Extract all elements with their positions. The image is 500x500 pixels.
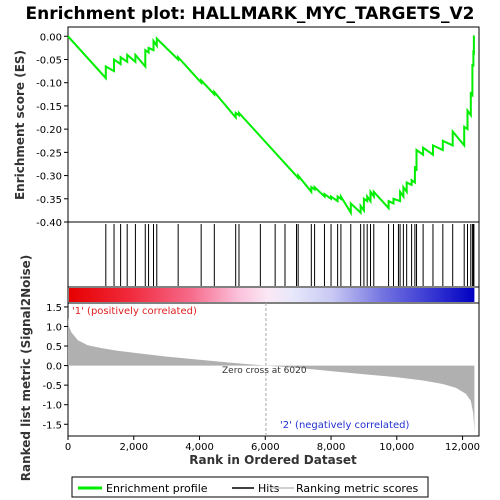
es-y-tick-label: 0.00 (40, 32, 62, 43)
x-tick-label: 6,000 (251, 442, 280, 453)
es-y-tick-label: -0.40 (36, 218, 62, 229)
es-y-tick-label: -0.15 (36, 102, 62, 113)
positive-correlation-label: '1' (positively correlated) (72, 306, 197, 317)
hits-plot-area (67, 221, 480, 288)
x-tick-label: 8,000 (317, 442, 346, 453)
metric-y-tick-label: -0.5 (42, 381, 62, 392)
legend: Enrichment profile Hits Ranking metric s… (71, 476, 429, 498)
es-y-tick-label: -0.25 (36, 148, 62, 159)
plot-title: Enrichment plot: HALLMARK_MYC_TARGETS_V2 (26, 4, 475, 24)
metric-axis-title: Ranked list metric (Signal2Noise) (19, 255, 33, 482)
negative-correlation-label: '2' (negatively correlated) (280, 420, 409, 431)
enrichment-panel: 0.00 -0.05 -0.10 -0.15 -0.20 -0.25 -0.30 -0.35 -… (13, 26, 480, 229)
legend-box (71, 476, 429, 498)
enrichment-profile-line (67, 35, 475, 217)
metric-y-tick-label: 1.5 (46, 303, 62, 314)
color-bar-gradient (69, 288, 475, 302)
zero-cross-label: Zero cross at 6020 (222, 366, 307, 376)
metric-y-tick-label: 1.0 (46, 322, 62, 333)
enrichment-plot-area (67, 26, 480, 223)
metric-y-tick-label: -1.0 (42, 401, 62, 412)
x-tick-label: 12,000 (445, 442, 480, 453)
legend-enrichment-label: Enrichment profile (106, 482, 208, 495)
hit-lines (105, 224, 475, 286)
metric-y-tick-label: -1.5 (42, 420, 62, 431)
legend-metric-label: Ranking metric scores (296, 482, 418, 495)
hits-panel (67, 221, 480, 288)
x-tick-label: 10,000 (379, 442, 414, 453)
es-y-tick-label: -0.30 (36, 172, 62, 183)
metric-panel: 1.5 1.0 0.5 0.0 -0.5 -1.0 -1.5 0 2,000 4,000 6,00… (19, 255, 480, 482)
x-tick-label: 4,000 (185, 442, 214, 453)
legend-hits-label: Hits (258, 482, 280, 495)
es-y-tick-label: -0.35 (36, 195, 62, 206)
rank-x-ticks: 0 2,000 4,000 6,000 8,000 10,000 12,000 (65, 436, 480, 453)
metric-y-tick-label: 0.0 (46, 362, 62, 373)
es-axis-title: Enrichment score (ES) (13, 50, 27, 200)
es-y-tick-label: -0.05 (36, 56, 62, 67)
es-y-tick-label: -0.10 (36, 79, 62, 90)
ranking-color-bar (67, 286, 480, 304)
rank-axis-title: Rank in Ordered Dataset (189, 453, 357, 467)
x-tick-label: 2,000 (119, 442, 148, 453)
ranking-metric-area (68, 316, 475, 434)
x-tick-label: 0 (65, 442, 71, 453)
metric-y-ticks: 1.5 1.0 0.5 0.0 -0.5 -1.0 -1.5 (42, 303, 68, 431)
es-y-ticks: 0.00 -0.05 -0.10 -0.15 -0.20 -0.25 -0.30 -0.35 -… (36, 32, 68, 229)
es-y-tick-label: -0.20 (36, 125, 62, 136)
metric-y-tick-label: 0.5 (46, 342, 62, 353)
